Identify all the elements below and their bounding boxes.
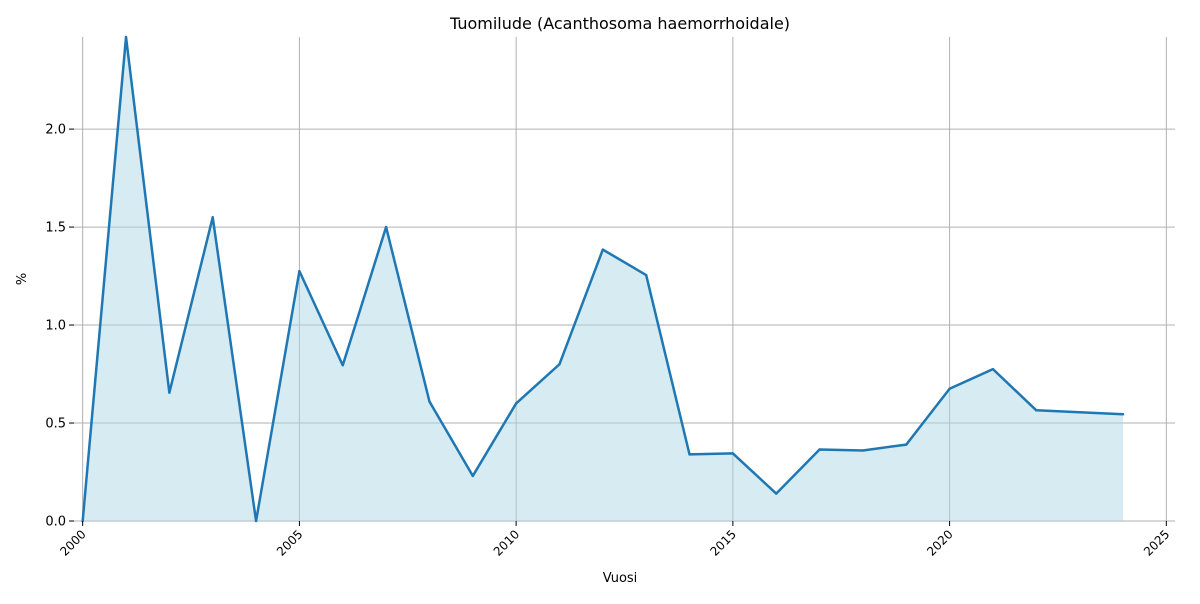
data-point [644, 273, 648, 277]
data-point [775, 492, 778, 495]
data-point [211, 216, 214, 219]
area-fill [82, 37, 1123, 521]
data-point [384, 225, 388, 229]
y-tick-label: 1.5 [45, 221, 66, 236]
data-point [818, 448, 821, 451]
data-point [1078, 411, 1081, 414]
area-fill-layer [82, 37, 1123, 521]
data-point [991, 367, 995, 371]
series-line-layer [81, 35, 1125, 523]
y-axis-label: % [15, 273, 30, 285]
data-point [558, 363, 561, 366]
data-point [428, 400, 431, 403]
x-tick-label: 2010 [491, 527, 522, 558]
y-tick-label: 0.5 [45, 417, 66, 432]
data-point [298, 269, 301, 273]
chart-title: Tuomilude (Acanthosoma haemorrhoidale) [449, 14, 790, 33]
data-point [731, 452, 735, 455]
data-point [124, 35, 128, 39]
y-tick-label: 0.0 [45, 515, 66, 530]
y-tick-label: 2.0 [45, 123, 66, 138]
data-point [688, 453, 691, 456]
data-point [341, 364, 344, 367]
data-point [948, 387, 951, 390]
y-tick-label: 1.0 [45, 319, 66, 334]
data-point [254, 519, 258, 523]
x-tick-label: 2005 [274, 527, 305, 558]
x-tick-label: 2025 [1141, 527, 1172, 558]
x-axis-label: Vuosi [603, 571, 638, 586]
data-point [905, 443, 908, 446]
x-tick-label: 2000 [57, 527, 88, 558]
data-point [601, 248, 605, 251]
x-tick-label: 2020 [924, 527, 955, 558]
data-point [471, 474, 474, 478]
data-point [1121, 413, 1125, 416]
x-tick-label: 2015 [707, 527, 738, 558]
data-point [1035, 409, 1038, 412]
data-point [861, 449, 865, 452]
data-point [168, 391, 171, 394]
data-point [514, 402, 518, 405]
